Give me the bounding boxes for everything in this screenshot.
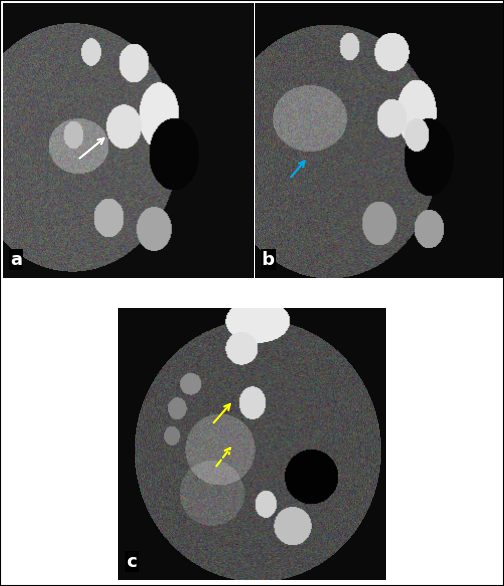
Text: a: a bbox=[10, 251, 22, 268]
Text: b: b bbox=[262, 251, 275, 268]
Text: c: c bbox=[127, 553, 137, 571]
